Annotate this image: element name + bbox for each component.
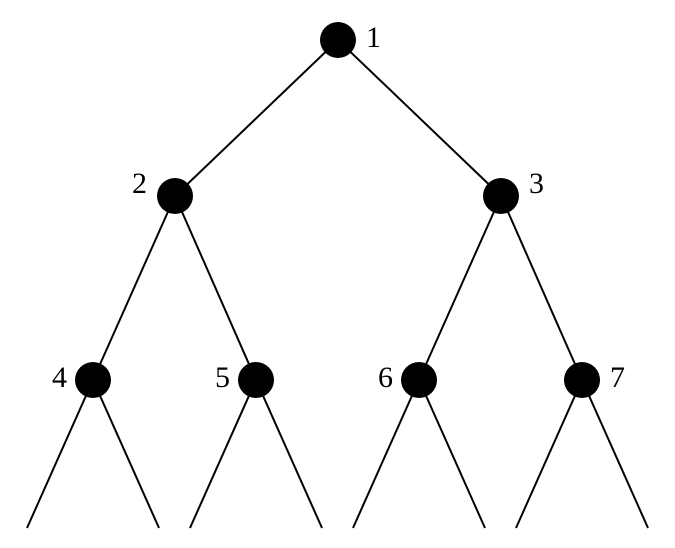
tree-node-label: 7 (610, 361, 625, 394)
nodes-layer (75, 22, 600, 398)
tree-edge (175, 40, 338, 196)
tree-node-label: 6 (378, 361, 393, 394)
tree-open-edge (27, 380, 93, 528)
tree-open-edge (419, 380, 485, 528)
tree-open-edge (516, 380, 582, 528)
tree-node (157, 178, 193, 214)
tree-node-label: 4 (52, 361, 67, 394)
tree-node (320, 22, 356, 58)
open-leaves-layer (27, 380, 648, 528)
tree-edge (501, 196, 582, 380)
tree-node (483, 178, 519, 214)
tree-node-label: 3 (529, 167, 544, 200)
tree-node (401, 362, 437, 398)
tree-open-edge (93, 380, 159, 528)
binary-tree-diagram: 1 2 3 4 5 6 7 (0, 0, 675, 548)
tree-node-label: 2 (132, 167, 147, 200)
tree-node-label: 1 (366, 21, 381, 54)
labels-layer: 1 2 3 4 5 6 7 (52, 21, 625, 394)
tree-node (564, 362, 600, 398)
tree-edge (175, 196, 256, 380)
tree-edge (338, 40, 501, 196)
tree-open-edge (582, 380, 648, 528)
tree-edge (93, 196, 175, 380)
tree-edge (419, 196, 501, 380)
tree-node (238, 362, 274, 398)
tree-node-label: 5 (215, 361, 230, 394)
tree-node (75, 362, 111, 398)
tree-open-edge (190, 380, 256, 528)
tree-open-edge (353, 380, 419, 528)
tree-open-edge (256, 380, 322, 528)
